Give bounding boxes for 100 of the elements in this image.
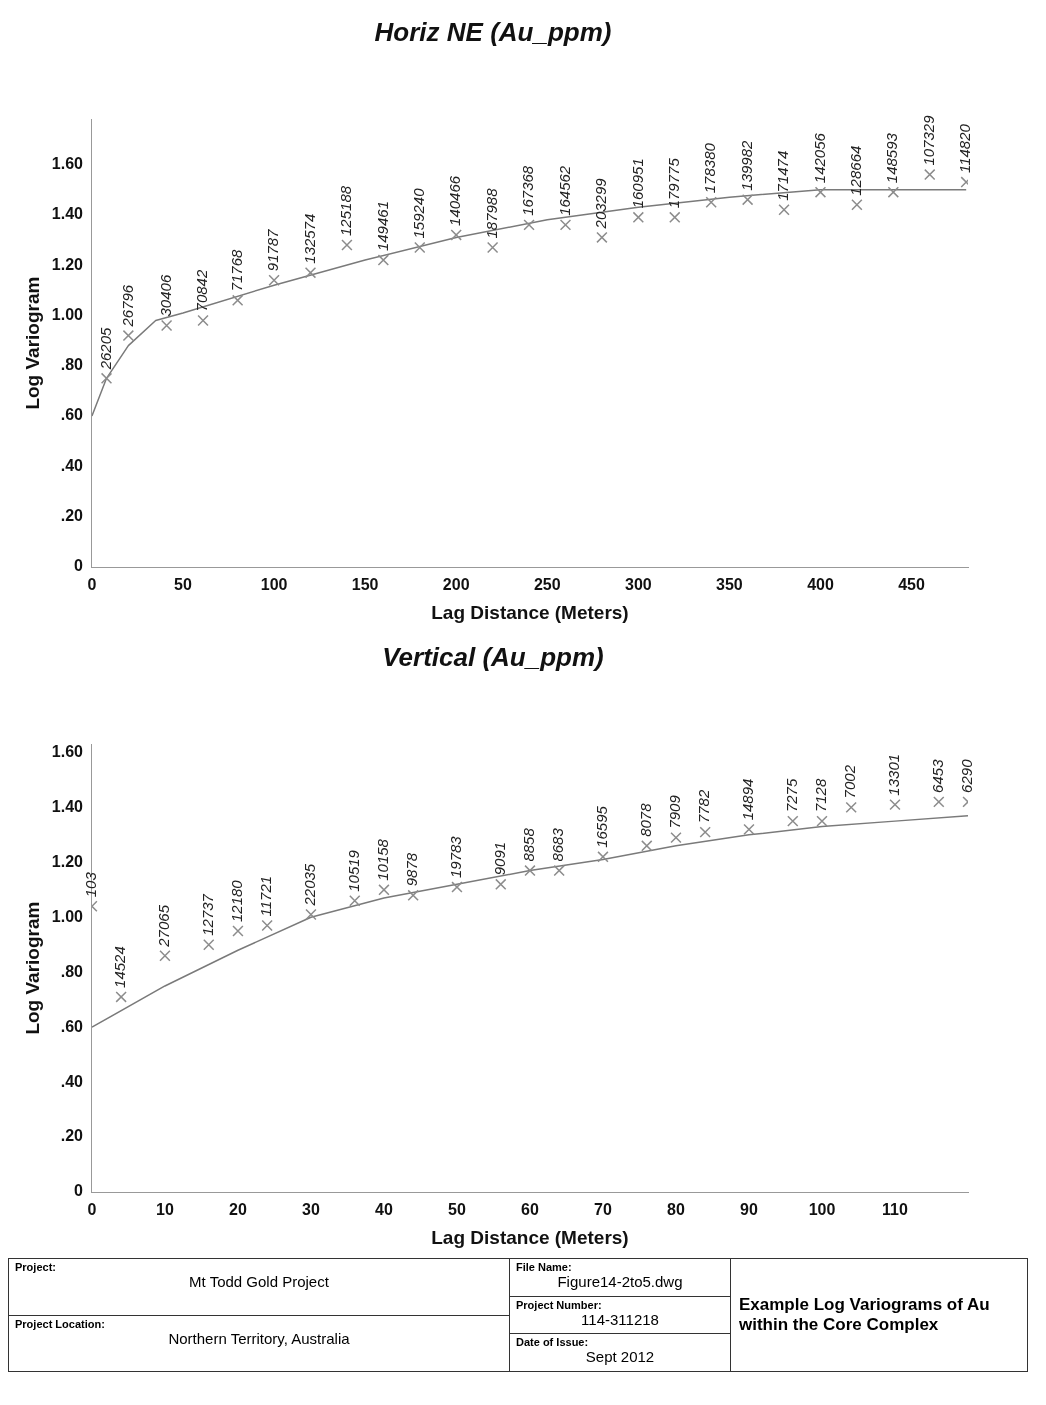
x-tick-label: 30 bbox=[302, 1201, 320, 1219]
annotation: 19783 bbox=[447, 835, 465, 879]
point bbox=[705, 196, 717, 208]
annotation: 167368 bbox=[519, 165, 537, 216]
x-tick-label: 60 bbox=[521, 1201, 539, 1219]
annotation: 14894 bbox=[739, 778, 757, 821]
annotation: 26796 bbox=[118, 284, 136, 328]
annotation: 148593 bbox=[883, 132, 901, 184]
point bbox=[122, 329, 135, 342]
point bbox=[889, 798, 901, 811]
y-tick-label: 1.40 bbox=[51, 797, 84, 815]
annotation: 6453 bbox=[928, 758, 946, 793]
y-tick-label: .40 bbox=[60, 456, 84, 474]
text: Northern Territory, Australia bbox=[167, 1329, 351, 1347]
y-tick-label: 1.40 bbox=[51, 205, 84, 223]
x-tick-label: 250 bbox=[533, 576, 561, 594]
point bbox=[632, 211, 645, 224]
x-tick-label: 50 bbox=[174, 576, 193, 594]
annotation: 91787 bbox=[264, 228, 282, 272]
annotation: 125188 bbox=[337, 185, 355, 236]
y-tick-label: .40 bbox=[60, 1072, 84, 1090]
annotation: 178380 bbox=[701, 142, 719, 194]
annotation: 107329 bbox=[919, 114, 937, 166]
annotation: 160951 bbox=[628, 158, 646, 209]
annotation: 26205 bbox=[96, 326, 114, 371]
point bbox=[451, 881, 463, 893]
x-tick-label: 100 bbox=[260, 576, 288, 594]
x-tick-label: 20 bbox=[229, 1201, 247, 1219]
point bbox=[814, 186, 827, 198]
point bbox=[787, 815, 799, 827]
text: Mt Todd Gold Project bbox=[188, 1273, 330, 1290]
annotation: 70842 bbox=[193, 269, 211, 312]
y-tick-label: 1.60 bbox=[51, 742, 84, 760]
y-tick-label: .60 bbox=[60, 1017, 84, 1035]
annotation: 8858 bbox=[520, 827, 538, 862]
point bbox=[743, 823, 755, 836]
point bbox=[115, 991, 127, 1003]
annotation: 139982 bbox=[737, 139, 755, 191]
point bbox=[377, 254, 390, 266]
point bbox=[268, 274, 280, 286]
point bbox=[495, 878, 507, 891]
x-tick-label: 50 bbox=[448, 1201, 466, 1219]
annotation: 71768 bbox=[227, 248, 245, 292]
point bbox=[669, 211, 681, 224]
y-tick-label: 1.20 bbox=[51, 255, 84, 273]
text: Project Location: bbox=[15, 1317, 106, 1330]
point bbox=[641, 840, 653, 852]
x-tick-label: 90 bbox=[740, 1201, 758, 1219]
annotation: 103 bbox=[82, 871, 100, 898]
point bbox=[845, 801, 857, 814]
annotation: 140466 bbox=[446, 175, 464, 226]
annotation: 187988 bbox=[482, 187, 500, 239]
annotation: 9091 bbox=[490, 841, 508, 876]
x-tick-label: 350 bbox=[716, 576, 743, 594]
y-tick-label: 0 bbox=[74, 1182, 84, 1200]
annotation: 13301 bbox=[885, 753, 903, 796]
chart-title: Vertical (Au_ppm) bbox=[382, 641, 604, 672]
point bbox=[341, 239, 353, 251]
x-tick-label: 150 bbox=[351, 576, 379, 594]
point bbox=[597, 851, 609, 863]
point bbox=[851, 199, 863, 211]
point bbox=[304, 266, 317, 279]
point bbox=[160, 319, 173, 332]
annotation: 6290 bbox=[958, 758, 976, 793]
x-tick-label: 300 bbox=[624, 576, 652, 594]
x-tick-label: 400 bbox=[807, 576, 834, 594]
text: Example Log Variograms of Au within the Core Complex bbox=[738, 1294, 991, 1336]
x-tick-label: 450 bbox=[898, 576, 925, 594]
x-tick-label: 0 bbox=[87, 1201, 97, 1219]
annotation: 8078 bbox=[636, 802, 654, 837]
annotation: 11721 bbox=[257, 875, 275, 917]
point bbox=[924, 168, 936, 181]
annotation: 12180 bbox=[228, 879, 246, 923]
annotation: 14524 bbox=[111, 946, 129, 988]
annotation: 7128 bbox=[812, 778, 830, 813]
annotation: 128664 bbox=[847, 145, 865, 196]
annotation: 27065 bbox=[155, 904, 173, 948]
annotation: 142056 bbox=[810, 132, 828, 184]
y-tick-label: .20 bbox=[60, 507, 84, 525]
annotation: 159240 bbox=[409, 187, 427, 239]
text: Project Number: bbox=[516, 1298, 603, 1311]
point bbox=[203, 939, 215, 951]
text: Date of Issue: bbox=[516, 1336, 590, 1349]
point bbox=[933, 796, 945, 808]
annotation: 7909 bbox=[666, 794, 684, 829]
annotation: 10158 bbox=[374, 838, 392, 881]
point bbox=[378, 884, 390, 896]
y-tick-label: 0 bbox=[74, 557, 84, 575]
text: 114-311218 bbox=[580, 1310, 660, 1328]
point bbox=[231, 294, 244, 307]
point bbox=[349, 895, 361, 907]
point bbox=[305, 908, 317, 921]
point bbox=[100, 372, 113, 385]
annotation: 10519 bbox=[344, 849, 362, 892]
x-axis-title: Lag Distance (Meters) bbox=[431, 1226, 629, 1248]
y-axis-title: Log Variogram bbox=[21, 276, 43, 410]
point bbox=[553, 864, 565, 877]
point bbox=[596, 231, 608, 244]
point bbox=[261, 919, 273, 932]
text: Sept 2012 bbox=[584, 1348, 656, 1366]
